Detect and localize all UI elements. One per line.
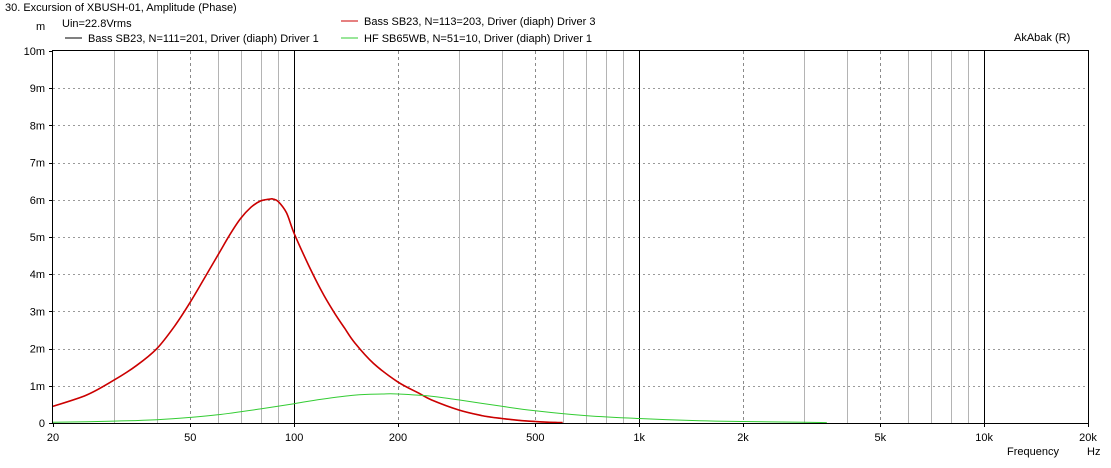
y-tick-label: 7m (30, 158, 45, 170)
x-tick-label: 5k (874, 432, 886, 444)
y-tick-label: 6m (30, 195, 45, 207)
x-tick-label: 100 (285, 432, 303, 444)
legend-label-2: Bass SB23, N=113=203, Driver (diaph) Dri… (364, 16, 596, 28)
x-tick-label: 2k (737, 432, 749, 444)
x-tick-label: 200 (389, 432, 407, 444)
series-line-1 (52, 198, 563, 424)
y-unit-label: m (36, 21, 45, 33)
drive-voltage-label: Uin=22.8Vrms (62, 18, 132, 30)
x-tick-label: 20 (47, 432, 59, 444)
x-tick-label: 50 (184, 432, 196, 444)
y-tick-label: 8m (30, 120, 45, 132)
x-axis-label: Frequency (1007, 446, 1059, 458)
x-tick-label: 500 (526, 432, 544, 444)
legend-label-3: HF SB65WB, N=51=10, Driver (diaph) Drive… (364, 33, 592, 45)
x-unit-label: Hz (1087, 446, 1100, 458)
y-tick-label: 2m (30, 344, 45, 356)
legend-label-1: Bass SB23, N=111=201, Driver (diaph) Dri… (88, 33, 319, 45)
legend: Bass SB23, N=111=201, Driver (diaph) Dri… (65, 16, 596, 45)
window-title: 30. Excursion of XBUSH-01, Amplitude (Ph… (5, 2, 237, 14)
plot-lines (52, 197, 827, 424)
y-tick-label: 1m (30, 381, 45, 393)
axis-ticks: 20 50 100 200 500 1k 2k 5k 10k 20k 0 1m 2m 3m 4m 5m 6m 7m… (24, 46, 1098, 444)
y-tick-label: 4m (30, 269, 45, 281)
x-tick-label: 20k (1079, 432, 1097, 444)
y-tick-label: 3m (30, 306, 45, 318)
series-line-2 (52, 197, 563, 424)
y-tick-label: 5m (30, 232, 45, 244)
x-tick-label: 10k (975, 432, 993, 444)
x-tick-label: 1k (633, 432, 645, 444)
grid (53, 51, 1088, 423)
series-line-3 (52, 393, 827, 424)
y-tick-label: 10m (24, 46, 45, 58)
brand-label: AkAbak (R) (1014, 32, 1070, 44)
y-tick-label: 9m (30, 83, 45, 95)
y-tick-label: 0 (39, 418, 45, 430)
